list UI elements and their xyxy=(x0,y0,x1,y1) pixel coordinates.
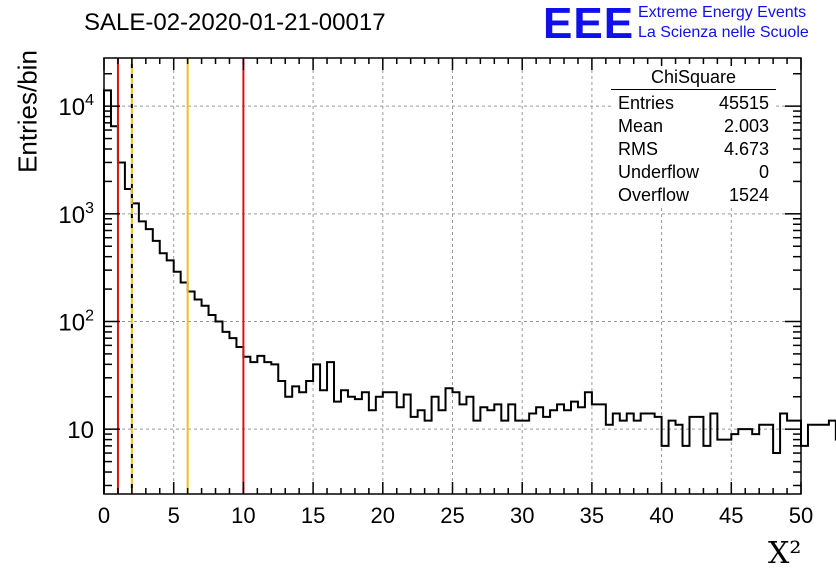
stats-row: Entries 45515 xyxy=(611,92,776,115)
histogram-bins xyxy=(103,89,836,494)
x-tick-label: 30 xyxy=(510,503,534,528)
stats-value: 0 xyxy=(758,162,769,182)
stats-row: Overflow 1524 xyxy=(611,184,776,207)
x-tick-label: 10 xyxy=(231,503,255,528)
stats-row: RMS 4.673 xyxy=(611,138,776,161)
x-tick-label: 40 xyxy=(649,503,673,528)
stats-label: Underflow xyxy=(618,162,700,182)
stats-label: Entries xyxy=(618,93,675,113)
stats-value: 4.673 xyxy=(723,139,769,159)
histogram xyxy=(103,89,836,494)
stats-value: 45515 xyxy=(718,93,769,113)
logo-line-1: Extreme Energy Events xyxy=(638,4,807,21)
stats-value: 2.003 xyxy=(723,116,769,136)
x-tick-label: 5 xyxy=(168,503,180,528)
stats-row: Mean 2.003 xyxy=(611,115,776,138)
stats-label: Mean xyxy=(618,116,664,136)
stats-value: 1524 xyxy=(728,185,769,205)
x-tick-label: 20 xyxy=(371,503,395,528)
marker-lines xyxy=(116,58,245,494)
x-axis-label: X² xyxy=(768,536,802,571)
chart-title: SALE-02-2020-01-21-00017 xyxy=(84,9,386,36)
y-tick-label: 104 xyxy=(58,92,94,121)
logo-line-2: La Scienza nelle Scuole xyxy=(638,24,809,41)
x-tick-label: 35 xyxy=(580,503,604,528)
stats-box: ChiSquare Entries 45515 Mean 2.003 RMS 4… xyxy=(611,66,776,207)
stats-row: Underflow 0 xyxy=(611,161,776,184)
x-tick-label: 50 xyxy=(789,503,813,528)
y-tick-label: 102 xyxy=(58,307,94,336)
axes: 0 5 10 15 20 25 30 35 40 45 50 10 102 103 104 xyxy=(58,57,813,528)
y-axis-label: Entries/bin xyxy=(12,50,43,173)
stats-label: RMS xyxy=(618,139,658,159)
y-tick-label: 10 xyxy=(67,417,94,444)
stats-title: ChiSquare xyxy=(611,66,776,90)
x-tick-label: 25 xyxy=(440,503,464,528)
eee-logo: EEE xyxy=(543,0,635,48)
x-tick-label: 15 xyxy=(301,503,325,528)
x-tick-label: 45 xyxy=(719,503,743,528)
x-tick-label: 0 xyxy=(98,503,110,528)
stats-label: Overflow xyxy=(618,185,690,205)
y-tick-label: 103 xyxy=(58,200,94,229)
